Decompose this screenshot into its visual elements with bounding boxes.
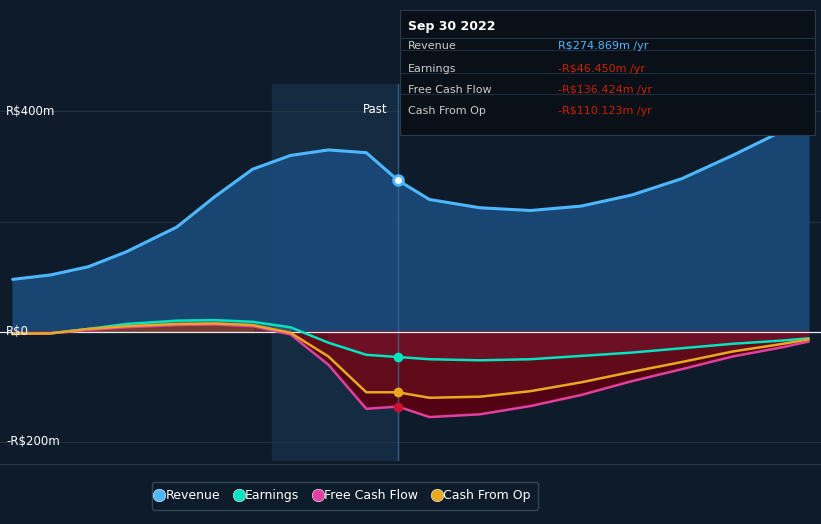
Text: Cash From Op: Cash From Op <box>408 106 486 116</box>
Text: Revenue: Revenue <box>408 41 457 51</box>
Text: -R$136.424m /yr: -R$136.424m /yr <box>557 85 652 95</box>
Text: Analysts Forecasts: Analysts Forecasts <box>408 103 518 116</box>
Text: R$0: R$0 <box>7 325 30 338</box>
Text: -R$200m: -R$200m <box>7 435 60 449</box>
Text: -R$110.123m /yr: -R$110.123m /yr <box>557 106 652 116</box>
Text: -R$46.450m /yr: -R$46.450m /yr <box>557 64 644 74</box>
Text: R$400m: R$400m <box>7 105 56 118</box>
Bar <box>272 84 398 461</box>
Text: Free Cash Flow: Free Cash Flow <box>408 85 492 95</box>
Text: Sep 30 2022: Sep 30 2022 <box>408 20 496 33</box>
Legend: Revenue, Earnings, Free Cash Flow, Cash From Op: Revenue, Earnings, Free Cash Flow, Cash … <box>152 482 538 510</box>
Text: Past: Past <box>363 103 388 116</box>
Text: R$274.869m /yr: R$274.869m /yr <box>557 41 648 51</box>
Text: Earnings: Earnings <box>408 64 456 74</box>
